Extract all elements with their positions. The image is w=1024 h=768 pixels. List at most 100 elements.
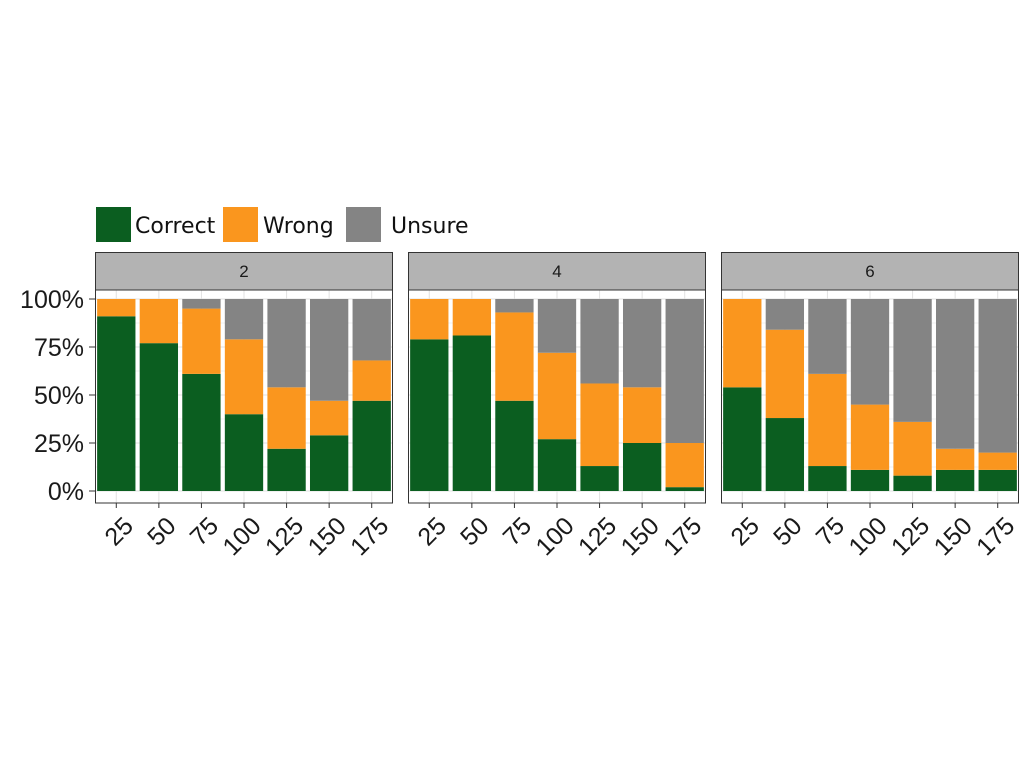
x-tick-label: 175 (971, 512, 1020, 561)
bar-segment-unsure-150 (622, 299, 662, 388)
x-tick-label: 50 (455, 512, 494, 551)
facet-strip-label: 4 (552, 262, 561, 281)
bar-segment-wrong-25 (410, 299, 449, 340)
bar-segment-wrong-125 (267, 387, 306, 449)
bar-segment-wrong-25 (723, 299, 762, 388)
bar-segment-unsure-175 (352, 299, 391, 361)
x-tick-label: 100 (217, 512, 266, 561)
bar-segment-wrong-150 (622, 387, 662, 443)
x-tick-label: 125 (886, 512, 935, 561)
bar-segment-correct-150 (309, 435, 349, 491)
bar-segment-wrong-150 (935, 448, 975, 470)
bar-segment-correct-125 (580, 466, 619, 491)
y-tick-label: 75% (34, 334, 84, 362)
bar-segment-wrong-175 (352, 360, 391, 401)
x-tick-label: 150 (929, 512, 978, 561)
y-tick-label: 0% (48, 478, 84, 506)
bar-segment-wrong-125 (893, 421, 932, 476)
legend-label-wrong: Wrong (263, 214, 334, 239)
legend-swatch-wrong (223, 207, 258, 242)
bar-segment-correct-100 (224, 414, 264, 491)
bar-segment-unsure-125 (267, 299, 306, 388)
bar-segment-wrong-50 (452, 299, 492, 336)
bar-segment-wrong-75 (495, 312, 534, 401)
x-tick-label: 25 (726, 512, 765, 551)
x-tick-label: 125 (573, 512, 622, 561)
bar-segment-unsure-75 (808, 299, 847, 374)
legend-label-unsure: Unsure (391, 214, 469, 239)
legend-swatch-correct (96, 207, 131, 242)
bar-segment-correct-125 (893, 475, 932, 491)
bar-segment-correct-75 (182, 373, 221, 491)
bar-segment-wrong-25 (97, 299, 136, 317)
bar-segment-correct-150 (622, 443, 662, 491)
bar-segment-correct-150 (935, 469, 975, 491)
bar-segment-correct-75 (495, 400, 534, 491)
bar-segment-correct-75 (808, 466, 847, 491)
bar-segment-unsure-100 (850, 299, 890, 405)
facet-strip-label: 6 (865, 262, 874, 281)
bar-segment-wrong-50 (139, 299, 179, 344)
facet-strip (721, 252, 1019, 291)
bar-segment-correct-175 (665, 487, 704, 491)
bar-segment-unsure-125 (580, 299, 619, 384)
bar-segment-correct-50 (452, 335, 492, 491)
bar-segment-unsure-175 (665, 299, 704, 443)
x-tick-label: 125 (260, 512, 309, 561)
bar-segment-correct-175 (352, 400, 391, 491)
bar-segment-unsure-125 (893, 299, 932, 422)
bar-segment-wrong-150 (309, 400, 349, 436)
bar-segment-wrong-100 (224, 339, 264, 415)
x-tick-label: 150 (616, 512, 665, 561)
bar-segment-wrong-50 (765, 329, 805, 419)
bar-segment-correct-125 (267, 448, 306, 491)
x-tick-label: 150 (303, 512, 352, 561)
bar-segment-unsure-150 (309, 299, 349, 401)
bar-segment-correct-175 (978, 469, 1017, 491)
bar-segment-unsure-100 (224, 299, 264, 340)
bar-segment-unsure-75 (182, 299, 221, 309)
bar-segment-correct-50 (765, 418, 805, 491)
x-tick-label: 75 (185, 512, 224, 551)
bar-segment-correct-100 (537, 439, 577, 491)
bar-segment-correct-100 (850, 469, 890, 491)
x-tick-label: 25 (413, 512, 452, 551)
bar-segment-wrong-100 (537, 352, 577, 440)
bar-segment-unsure-100 (537, 299, 577, 353)
x-tick-label: 175 (345, 512, 394, 561)
bar-segment-unsure-175 (978, 299, 1017, 453)
legend-swatch-unsure (346, 207, 381, 242)
y-tick-label: 25% (34, 430, 84, 458)
x-tick-label: 75 (498, 512, 537, 551)
legend-label-correct: Correct (135, 214, 216, 239)
bar-segment-correct-25 (723, 387, 762, 491)
legend: Correct Wrong Unsure (96, 207, 469, 242)
facet-strip (95, 252, 393, 291)
y-tick-label: 50% (34, 382, 84, 410)
bar-segment-wrong-175 (665, 443, 704, 488)
facet-strip (408, 252, 706, 291)
bar-segment-unsure-50 (765, 299, 805, 330)
x-tick-label: 50 (768, 512, 807, 551)
x-tick-label: 175 (658, 512, 707, 561)
x-tick-label: 75 (811, 512, 850, 551)
x-tick-label: 100 (843, 512, 892, 561)
y-axis: 0% 25% 50% 75% 100% (20, 286, 95, 506)
bar-segment-wrong-75 (182, 308, 221, 374)
bar-segment-wrong-100 (850, 404, 890, 470)
bar-segment-correct-25 (410, 339, 449, 491)
bar-segment-unsure-75 (495, 299, 534, 313)
y-tick-label: 100% (20, 286, 84, 314)
bar-segment-unsure-150 (935, 299, 975, 449)
bar-segment-wrong-75 (808, 373, 847, 467)
x-tick-label: 50 (142, 512, 181, 551)
x-tick-label: 100 (530, 512, 579, 561)
facet-strip-label: 2 (239, 262, 248, 281)
bar-segment-correct-50 (139, 343, 179, 491)
x-tick-label: 25 (100, 512, 139, 551)
